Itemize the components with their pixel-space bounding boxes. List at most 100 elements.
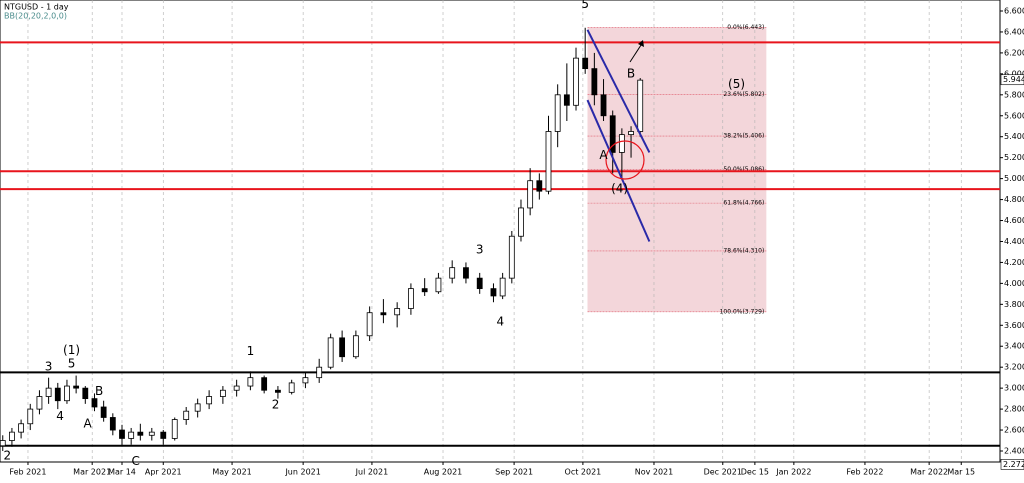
candle-body (219, 389, 226, 397)
candle-body (288, 382, 295, 393)
candle-body (137, 431, 144, 436)
fib-label: 38.2%(5.406) (723, 133, 764, 140)
candle-body (160, 431, 167, 439)
candle-body (91, 398, 98, 408)
x-tick-label: Apr 2021 (145, 468, 182, 477)
x-tick-label: Jan 2022 (775, 468, 811, 477)
candle-body (563, 94, 570, 106)
candle-body (247, 377, 254, 387)
candle-body (36, 396, 43, 410)
wave-label: 5 (68, 357, 76, 371)
candle-body (327, 337, 334, 368)
candle-body (352, 335, 359, 358)
x-tick-label: Feb 2021 (9, 468, 46, 477)
fib-label: 78.6%(4.310) (723, 247, 764, 254)
y-tick-label: 2.600 (1004, 426, 1024, 435)
candle-body (316, 366, 323, 379)
candle-body (449, 267, 456, 279)
candle-body (582, 57, 589, 70)
candle-body (573, 57, 579, 106)
y-tick-label: 3.400 (1004, 342, 1024, 351)
candle-body (64, 385, 70, 402)
candle-body (600, 94, 607, 117)
candle-body (119, 429, 125, 439)
y-tick-label: 3.800 (1004, 300, 1024, 309)
candle-body (591, 68, 598, 96)
candle-body (518, 207, 524, 237)
fib-label: 50.0%(5.086) (723, 166, 764, 173)
y-tick-label: 4.400 (1004, 237, 1024, 246)
cursor-price-label: 2.272 (1003, 460, 1024, 469)
candle-body (366, 312, 373, 337)
candle-body (27, 408, 34, 425)
wave-label: 1 (247, 344, 255, 358)
candle-body (554, 94, 561, 132)
candle-body (408, 288, 414, 309)
y-tick-label: 3.200 (1004, 363, 1024, 372)
wave-label: (4) (611, 182, 628, 196)
candle-body (545, 131, 552, 192)
candle-body (128, 431, 135, 439)
candle-body (394, 308, 401, 316)
y-tick-label: 4.200 (1004, 258, 1024, 267)
y-tick-label: 5.400 (1004, 132, 1024, 141)
wave-label: A (83, 416, 92, 430)
wave-label: 4 (497, 315, 505, 329)
candle-body (609, 115, 616, 153)
candle-body (628, 131, 634, 136)
fib-label: 100.0%(3.729) (720, 308, 765, 315)
x-tick-label: Nov 2021 (635, 468, 674, 477)
candle-body (18, 423, 24, 433)
x-tick-label: Aug 2021 (424, 468, 463, 477)
candle-body (109, 417, 116, 431)
fib-label: 23.6%(5.802) (723, 91, 764, 98)
indicator-label: BB(20,20,2,0,0) (4, 12, 67, 21)
candle-body (0, 440, 6, 447)
wave-label: A (599, 148, 608, 162)
candle-body (206, 396, 213, 405)
candle-body (527, 180, 534, 209)
candle-body (463, 267, 469, 279)
candle-body (100, 406, 107, 418)
arrow-head (638, 40, 644, 47)
wave-label: (5) (728, 77, 745, 91)
x-tick-label: Jul 2021 (355, 468, 389, 477)
candle-body (435, 277, 442, 293)
candle-body (637, 79, 644, 132)
candle-body (45, 387, 52, 397)
fib-label: 0.0%(6.443) (727, 24, 764, 31)
x-tick-label: May 2021 (212, 468, 251, 477)
x-tick-label: Mar 2022 (910, 468, 948, 477)
x-tick-label: Jun 2021 (284, 468, 320, 477)
candle-body (82, 387, 89, 400)
wave-label: C (132, 454, 140, 468)
y-tick-label: 4.600 (1004, 216, 1024, 225)
cursor-price-box (1000, 459, 1024, 470)
candle-body (233, 385, 240, 391)
chart-title: NTGUSD - 1 day (4, 3, 69, 12)
x-tick-label: Feb 2022 (846, 468, 883, 477)
y-tick-label: 5.800 (1004, 90, 1024, 99)
x-tick-label: Dec 2021 (704, 468, 742, 477)
candle-body (508, 235, 515, 279)
candle-body (536, 180, 543, 192)
y-tick-label: 3.000 (1004, 384, 1024, 393)
y-tick-label: 5.600 (1004, 111, 1024, 120)
y-tick-label: 2.400 (1004, 447, 1024, 456)
wave-label: 5 (581, 0, 589, 11)
y-tick-label: 4.800 (1004, 195, 1024, 204)
candle-body (148, 431, 155, 436)
y-tick-label: 6.000 (1004, 69, 1024, 78)
x-tick-label: Dec 15 (741, 468, 769, 477)
wave-label: 4 (56, 409, 64, 423)
fib-label: 61.8%(4.766) (723, 200, 764, 207)
y-tick-label: 2.800 (1004, 405, 1024, 414)
candle-body (261, 377, 268, 391)
y-tick-label: 4.000 (1004, 279, 1024, 288)
x-tick-label: Mar 15 (947, 468, 975, 477)
x-tick-label: Mar 14 (108, 468, 136, 477)
trendline (586, 29, 651, 153)
y-tick-label: 6.200 (1004, 48, 1024, 57)
wave-label: B (95, 384, 103, 398)
